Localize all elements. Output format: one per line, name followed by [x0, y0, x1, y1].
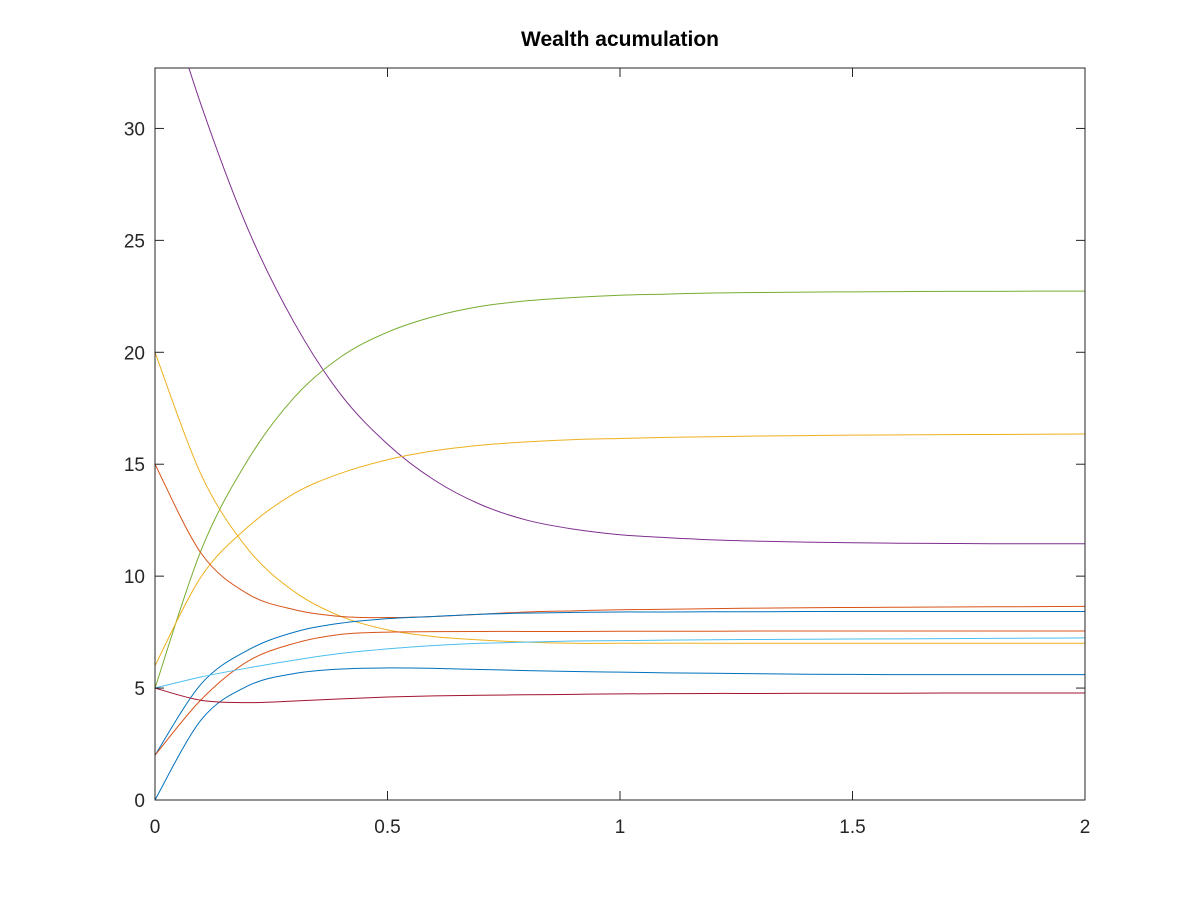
y-tick-label: 20: [124, 343, 145, 364]
series-line-4: [155, 352, 1085, 644]
x-tick-label: 0: [150, 817, 161, 838]
y-axis: 0 5 10 15 20 25 30: [124, 119, 1085, 812]
series-line-2: [155, 290, 1085, 689]
series-line-6: [155, 611, 1085, 756]
series-line-1: [188, 68, 1085, 545]
y-tick-label: 0: [134, 791, 145, 812]
series-line-8: [155, 637, 1085, 689]
y-tick-label: 5: [134, 679, 145, 700]
y-tick-label: 30: [124, 119, 145, 140]
x-axis: 0 0.5 1 1.5 2: [150, 68, 1091, 838]
series-line-9: [155, 667, 1085, 800]
x-tick-label: 2: [1080, 817, 1091, 838]
y-tick-label: 10: [124, 567, 145, 588]
x-tick-label: 1: [615, 817, 626, 838]
series-line-7: [155, 630, 1085, 756]
x-tick-label: 0.5: [374, 817, 400, 838]
y-tick-label: 25: [124, 231, 145, 252]
y-tick-label: 15: [124, 455, 145, 476]
series-layer: [155, 68, 1085, 800]
x-tick-label: 1.5: [839, 817, 865, 838]
series-line-3: [155, 433, 1085, 666]
series-line-5: [155, 463, 1085, 619]
series-line-10: [155, 687, 1085, 704]
plot-frame: [154, 67, 1086, 801]
chart-title: Wealth acumulation: [521, 28, 719, 51]
